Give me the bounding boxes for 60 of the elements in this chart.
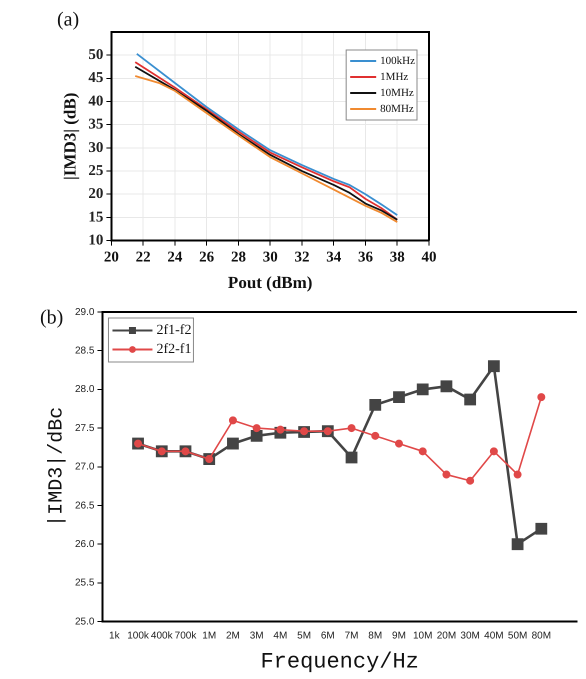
legend-label: 100kHz (380, 54, 416, 67)
x-tick-label: 1k (109, 630, 121, 642)
x-tick-label: 32 (294, 249, 310, 266)
y-tick-label: 27.5 (74, 422, 95, 434)
x-tick-label: 7M (344, 630, 358, 642)
x-tick-label: 10M (412, 630, 432, 642)
y-tick-label: 26.0 (74, 538, 95, 550)
x-tick-label: 1M (202, 630, 216, 642)
x-tick-label: 36 (358, 249, 374, 266)
x-tick-label: 2M (226, 630, 240, 642)
x-tick-label: 5M (297, 630, 312, 642)
y-tick-label: 29.0 (74, 306, 95, 318)
x-tick-label: 4M (273, 630, 288, 642)
x-tick-label: 38 (390, 249, 405, 266)
y-tick-label: 20 (88, 186, 104, 202)
x-tick-label: 700k (174, 630, 198, 642)
y-tick-label: 15 (88, 209, 104, 226)
x-tick-label: 3M (250, 630, 264, 642)
x-tick-label: 20M (436, 630, 456, 642)
legend-label: 1MHz (380, 70, 408, 83)
y-tick-label: 25 (88, 162, 104, 179)
y-tick-label: 28.0 (74, 384, 95, 396)
legend-label: 2f1-f2 (156, 323, 192, 338)
x-tick-label: 8M (368, 630, 382, 642)
x-tick-label: 9M (392, 630, 406, 642)
legend-label: 80MHz (380, 102, 414, 115)
x-tick-label: 24 (167, 249, 183, 266)
x-tick-label: 80M (532, 630, 552, 642)
y-tick-label: 28.5 (74, 345, 95, 356)
y-tick-label: 35 (88, 116, 104, 133)
x-tick-label: 40M (484, 630, 504, 642)
y-axis-title: |IMD3|/dBc (45, 406, 68, 527)
x-tick-label: 400k (150, 630, 174, 642)
y-tick-label: 30 (88, 140, 104, 156)
x-tick-label: 34 (326, 249, 342, 266)
legend-label: 2f2-f1 (156, 342, 192, 358)
x-tick-label: 30M (460, 630, 480, 642)
y-tick-label: 50 (88, 47, 104, 64)
y-tick-label: 45 (88, 70, 104, 86)
x-tick-label: 28 (230, 249, 246, 266)
x-tick-label: 100k (127, 630, 150, 642)
x-tick-label: 50M (508, 630, 528, 642)
x-axis-title: Frequency/Hz (260, 650, 419, 675)
x-tick-label: 30 (262, 249, 278, 266)
chart-title: (a) (57, 8, 80, 30)
x-tick-label: 6M (320, 630, 335, 642)
x-tick-label: 40 (422, 249, 436, 266)
x-tick-label: 26 (199, 249, 215, 266)
y-tick-label: 40 (88, 93, 104, 110)
x-tick-label: 20 (104, 249, 119, 266)
x-tick-label: 22 (136, 249, 151, 266)
legend-label: 10MHz (380, 86, 414, 99)
y-tick-label: 26.5 (74, 500, 95, 512)
y-axis-title: |IMD3| (dB) (60, 92, 80, 180)
y-tick-label: 10 (88, 232, 104, 248)
chart-title: (b) (40, 306, 64, 328)
x-axis-title: Pout (dBm) (228, 273, 312, 292)
y-tick-label: 25.5 (74, 578, 95, 589)
y-tick-label: 25.0 (74, 616, 95, 628)
y-tick-label: 27.0 (74, 462, 95, 473)
